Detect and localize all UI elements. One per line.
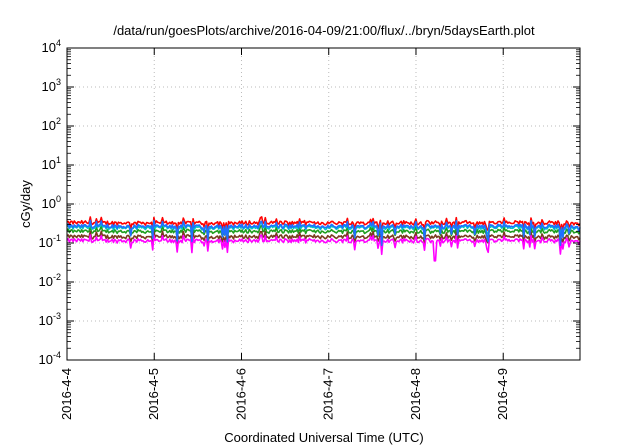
x-tick-label: 2016-4-7 (321, 368, 336, 420)
y-axis-label: cGy/day (18, 180, 33, 228)
x-tick-label: 2016-4-5 (146, 368, 161, 420)
x-axis-label: Coordinated Universal Time (UTC) (224, 430, 423, 445)
x-tick-label: 2016-4-6 (233, 368, 248, 420)
y-tick-label: 10-1 (39, 233, 61, 250)
series-line (66, 219, 581, 247)
chart-title: /data/run/goesPlots/archive/2016-04-09/2… (113, 23, 535, 38)
y-tick-label: 101 (42, 155, 61, 172)
y-tick-label: 10-3 (39, 311, 61, 328)
grid (67, 48, 580, 360)
series-lines (66, 216, 581, 262)
series-line (66, 230, 581, 246)
y-tick-label: 103 (42, 77, 61, 94)
y-tick-label: 100 (42, 194, 61, 211)
x-tick-label: 2016-4-8 (408, 368, 423, 420)
y-tick-label: 10-4 (39, 350, 61, 367)
series-line (66, 234, 581, 262)
x-axis-ticks: 2016-4-4 2016-4-5 2016-4-6 2016-4-7 2016-4-8… (59, 48, 510, 420)
x-tick-label: 2016-4-4 (59, 368, 74, 420)
y-tick-label: 102 (42, 116, 61, 133)
y-tick-label: 10-2 (39, 272, 61, 289)
y-tick-label: 104 (42, 38, 61, 55)
x-tick-label: 2016-4-9 (495, 368, 510, 420)
